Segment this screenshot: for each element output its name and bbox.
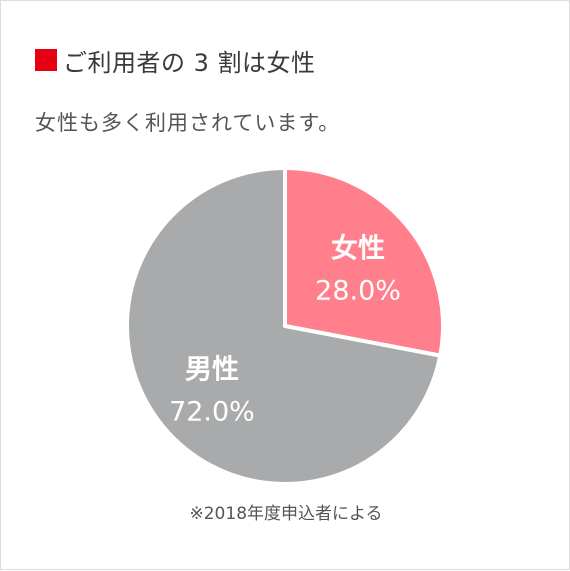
chart-footnote: ※2018年度申込者による <box>189 504 383 524</box>
slice-value-0: 28.0% <box>315 276 401 307</box>
pie-slice-0 <box>283 166 445 358</box>
title-marker-square <box>35 49 57 71</box>
slice-value-1: 72.0% <box>169 396 255 427</box>
slice-label-0: 女性 <box>331 233 385 265</box>
slice-label-1: 男性 <box>185 354 239 385</box>
chart-title: ご利用者の 3 割は女性 <box>63 48 316 77</box>
pie-slice-1 <box>125 166 443 486</box>
title-row: ご利用者の 3 割は女性 <box>35 43 316 77</box>
chart-subtitle: 女性も多く利用されています。 <box>35 111 341 135</box>
